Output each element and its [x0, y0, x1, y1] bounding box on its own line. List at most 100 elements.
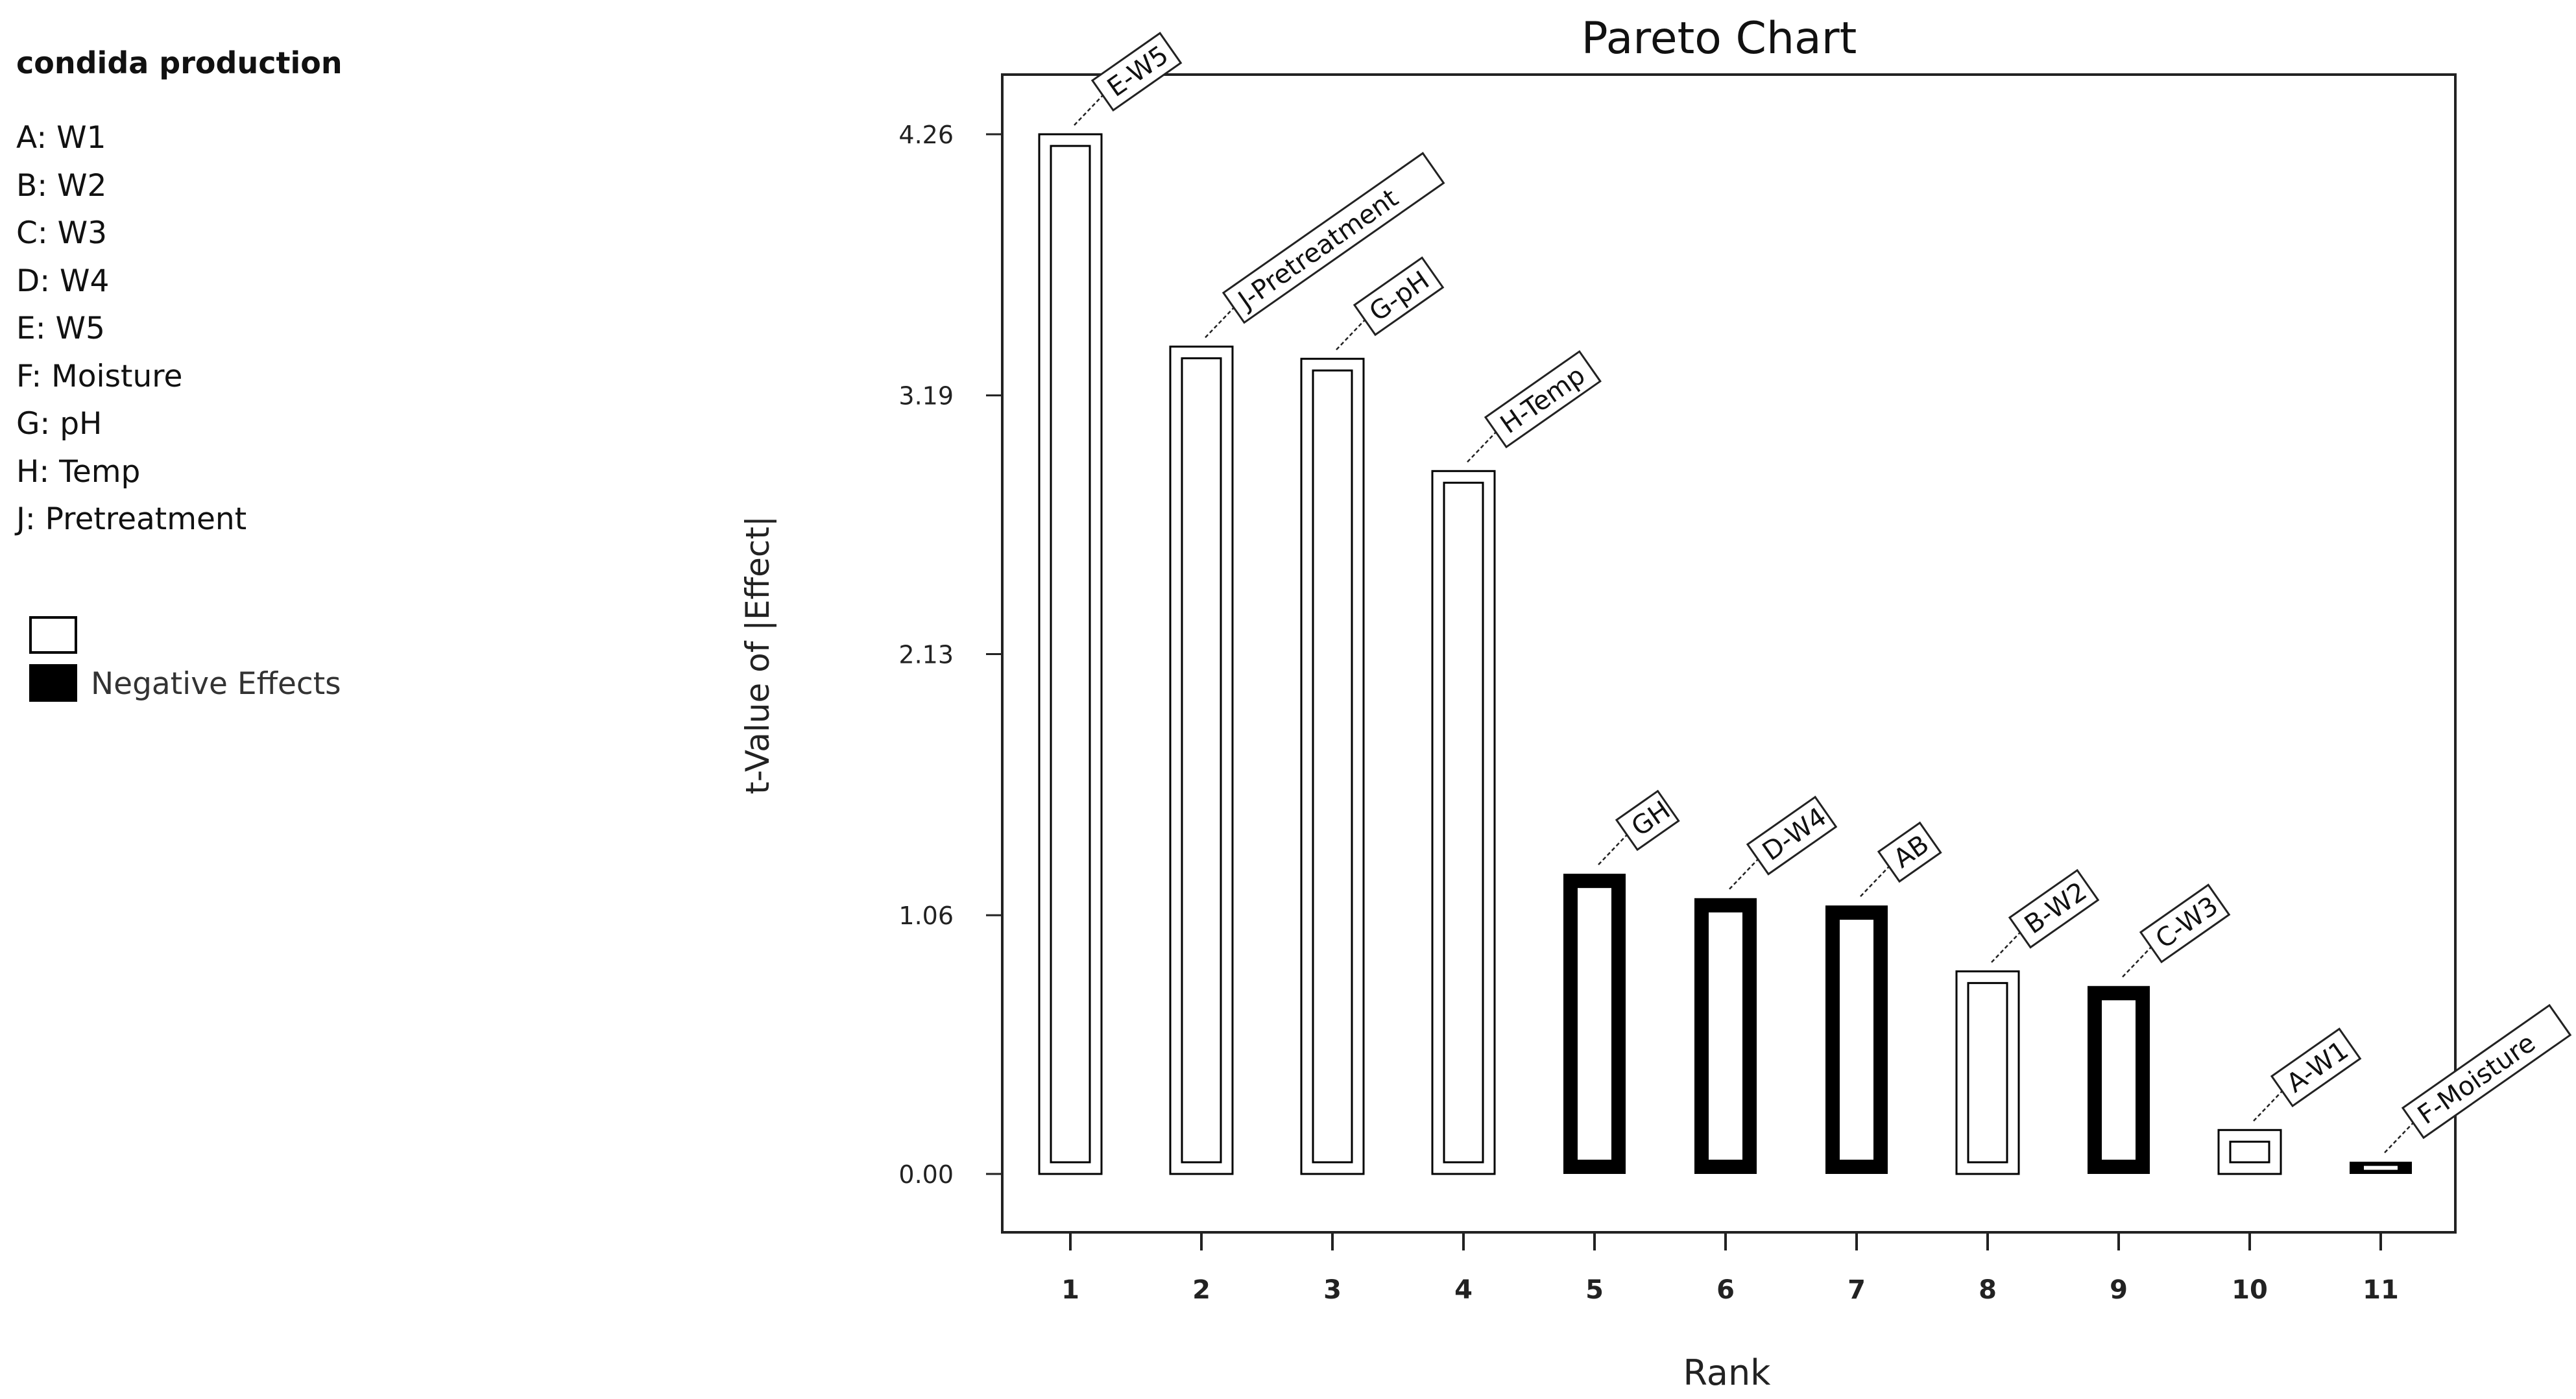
factor-item: D: W4 — [16, 263, 110, 299]
bar-label-box — [2401, 1003, 2572, 1140]
bar-label-leader — [1336, 319, 1366, 351]
bar-label-box — [1746, 795, 1838, 876]
positive-swatch — [29, 616, 77, 654]
bar-inner — [1443, 481, 1484, 1164]
bar-label: B-W2 — [2008, 868, 2100, 949]
x-tick-label: 9 — [2110, 1275, 2128, 1305]
bar-label-leader — [2253, 1090, 2283, 1122]
bar-label-box — [2008, 868, 2100, 949]
response-title: condida production — [16, 45, 343, 80]
factor-list: A: W1 B: W2 C: W3 D: W4 E: W5 F: Moistur… — [16, 114, 665, 544]
x-axis-label: Rank — [1683, 1352, 1772, 1393]
bar-label-box — [1090, 32, 1183, 112]
bar — [2088, 986, 2150, 1174]
bar — [1825, 905, 1888, 1174]
legend-negative-label: Negative Effects — [91, 666, 341, 702]
bar-label-box — [2139, 883, 2231, 964]
x-tick-label: 5 — [1585, 1275, 1604, 1305]
bars — [1038, 133, 2412, 1175]
bar — [1563, 874, 1626, 1174]
bar-outer — [2217, 1129, 2282, 1175]
bar-label-leader — [2122, 946, 2152, 978]
negative-swatch — [29, 664, 77, 702]
bar-label-leader — [1467, 431, 1497, 463]
y-tick-label: 3.19 — [898, 382, 954, 411]
bar-label: GH — [1615, 789, 1680, 852]
bar — [2217, 1129, 2282, 1175]
bar-label: D-W4 — [1746, 795, 1838, 876]
bar-outer — [1169, 345, 1234, 1175]
bar-inner — [2364, 1166, 2398, 1170]
bar — [1169, 345, 1234, 1175]
y-axis-label: t-Value of |Effect| — [739, 516, 776, 795]
factor-item: B: W2 — [16, 167, 107, 204]
x-tick-label: 1 — [1061, 1275, 1079, 1305]
bar-label: G-pH — [1353, 256, 1445, 337]
bar-label-leader — [1074, 95, 1103, 126]
bar-label: C-W3 — [2139, 883, 2231, 964]
bar — [1038, 133, 1103, 1175]
bar-label: H-Temp — [1484, 350, 1602, 449]
bar-inner — [1312, 369, 1353, 1164]
x-tick-label: 2 — [1192, 1275, 1210, 1305]
bar-inner — [1050, 145, 1091, 1164]
bar-inner — [1967, 982, 2008, 1164]
bar-label-leader — [1991, 931, 2021, 963]
bar — [1431, 470, 1496, 1175]
x-axis: 1 2 3 4 5 6 7 8 9 10 11 — [1061, 1232, 2399, 1305]
bar-label-box — [1877, 821, 1942, 883]
bar-label: E-W5 — [1090, 32, 1183, 112]
x-tick-label: 11 — [2363, 1275, 2399, 1305]
bar — [2350, 1162, 2412, 1174]
y-tick-label: 4.26 — [898, 121, 954, 149]
bar-label-box — [1353, 256, 1445, 337]
bar-inner — [1709, 912, 1742, 1160]
bar-label-leader — [1598, 834, 1628, 866]
y-axis: 0.00 1.06 2.13 3.19 4.26 — [898, 121, 1002, 1189]
factor-item: C: W3 — [16, 215, 107, 251]
bar-label-box — [1222, 152, 1445, 324]
bar-outer — [1955, 970, 2020, 1175]
bar-inner — [1181, 357, 1222, 1164]
bar — [1300, 357, 1365, 1175]
factor-item: G: pH — [16, 406, 102, 442]
x-tick-label: 4 — [1454, 1275, 1473, 1305]
legend-positive — [13, 616, 597, 662]
factor-item: F: Moisture — [16, 358, 183, 394]
bar-outer — [1431, 470, 1496, 1175]
bar-label: F-Moisture — [2401, 1003, 2572, 1140]
bar-label-leader — [1205, 307, 1234, 339]
chart-title: Pareto Chart — [1582, 13, 1857, 64]
bar-outer — [1300, 357, 1365, 1175]
x-tick-label: 7 — [1848, 1275, 1866, 1305]
bar-inner — [2102, 1000, 2136, 1160]
bar-label-box — [1484, 350, 1602, 449]
factor-item: J: Pretreatment — [16, 501, 247, 537]
y-tick-label: 1.06 — [898, 902, 954, 930]
factor-item: E: W5 — [16, 311, 105, 346]
bar-label: A-W1 — [2270, 1027, 2362, 1108]
bar-label: AB — [1877, 821, 1942, 883]
x-tick-label: 8 — [1979, 1275, 1997, 1305]
bar-label-leader — [2384, 1122, 2414, 1154]
x-tick-label: 3 — [1323, 1275, 1342, 1305]
bar-outer — [1038, 133, 1103, 1175]
bar-label-box — [2270, 1027, 2362, 1108]
bar-inner — [1840, 920, 1873, 1160]
bar — [1694, 898, 1757, 1174]
y-tick-label: 2.13 — [898, 641, 954, 669]
bar-inner — [1578, 888, 1611, 1160]
factor-item: A: W1 — [16, 120, 106, 156]
bar-label-box — [1615, 789, 1680, 852]
factor-item: H: Temp — [16, 453, 141, 490]
x-tick-label: 10 — [2232, 1275, 2268, 1305]
bar-label-leader — [1729, 858, 1759, 890]
bar-label-leader — [1860, 866, 1890, 897]
legend-negative: Negative Effects — [13, 664, 597, 710]
factor-key-panel: condida production A: W1 B: W2 C: W3 D: … — [16, 45, 665, 544]
bar-label-text: F-Moisture — [2413, 1028, 2541, 1130]
bar — [1955, 970, 2020, 1175]
bar-inner — [2229, 1140, 2270, 1164]
